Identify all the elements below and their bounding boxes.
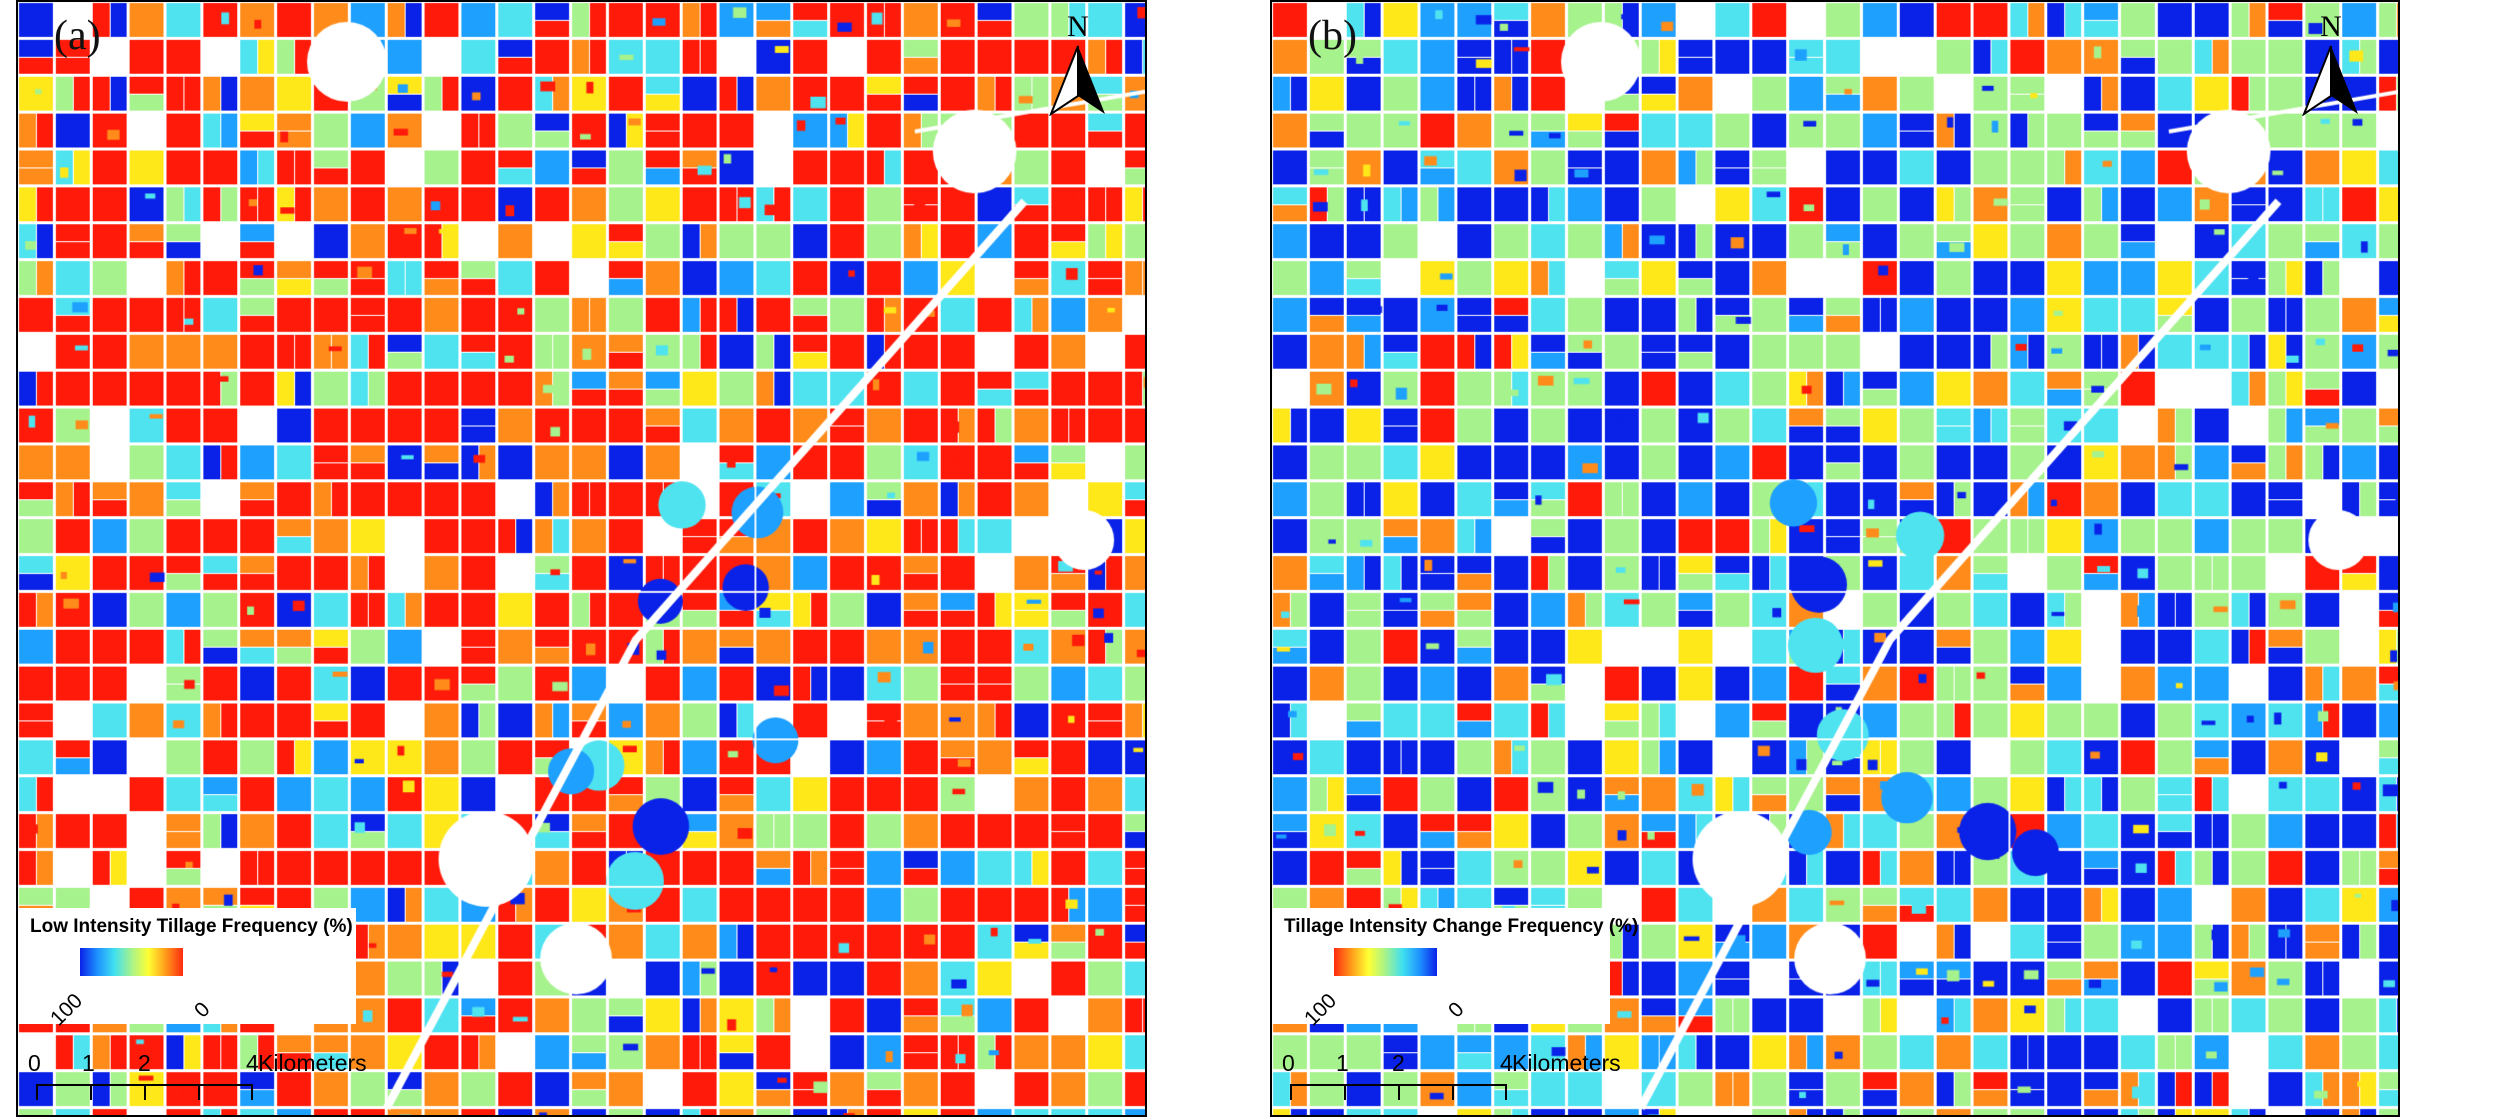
scale-bar-a: 0 1 2 4 Kilometers	[18, 1042, 378, 1115]
panel-label-a: (a)	[54, 13, 101, 59]
scale-label-2: 2	[138, 1050, 151, 1076]
scale-label-1: 1	[82, 1050, 95, 1076]
north-arrow-icon	[2302, 45, 2358, 116]
scale-tick	[251, 1084, 253, 1100]
north-arrow-b: N	[2286, 10, 2376, 120]
scale-tick	[36, 1084, 38, 1100]
north-arrow-a: N	[1033, 10, 1123, 120]
scale-label-4: 4	[246, 1050, 259, 1076]
scale-label-0: 0	[28, 1050, 41, 1076]
scale-tick	[90, 1084, 92, 1100]
scale-tick	[1452, 1084, 1454, 1100]
scale-tick	[1344, 1084, 1346, 1100]
color-ramp	[1334, 948, 1437, 976]
north-arrow-icon	[1049, 45, 1105, 116]
legend-a: Low Intensity Tillage Frequency (%) 100 …	[18, 908, 356, 1030]
scale-tick	[198, 1084, 200, 1100]
scale-label-0: 0	[1282, 1050, 1295, 1076]
scale-label-2: 2	[1392, 1050, 1405, 1076]
scale-tick	[144, 1084, 146, 1100]
map-panel-a: (a) N Low Intensity Tillage Frequency (%…	[16, 0, 1147, 1117]
scale-tick	[1505, 1084, 1507, 1100]
legend-title: Low Intensity Tillage Frequency (%)	[30, 916, 353, 937]
map-panel-b: (b) N Tillage Intensity Change Frequency…	[1270, 0, 2400, 1117]
scale-bar-b: 0 1 2 4 Kilometers	[1272, 1042, 1632, 1115]
legend-b: Tillage Intensity Change Frequency (%) 1…	[1272, 908, 1638, 1030]
scale-tick	[1398, 1084, 1400, 1100]
legend-min-label: 0	[1444, 997, 1469, 1023]
scale-unit: Kilometers	[258, 1050, 367, 1076]
panel-label-b: (b)	[1308, 13, 1357, 59]
scale-label-4: 4	[1500, 1050, 1513, 1076]
legend-min-label: 0	[190, 997, 215, 1023]
legend-title: Tillage Intensity Change Frequency (%)	[1284, 916, 1639, 937]
scale-tick	[1290, 1084, 1292, 1100]
color-ramp	[80, 948, 183, 976]
north-letter: N	[1067, 10, 1089, 43]
scale-unit: Kilometers	[1512, 1050, 1621, 1076]
north-letter: N	[2320, 10, 2342, 43]
scale-label-1: 1	[1336, 1050, 1349, 1076]
